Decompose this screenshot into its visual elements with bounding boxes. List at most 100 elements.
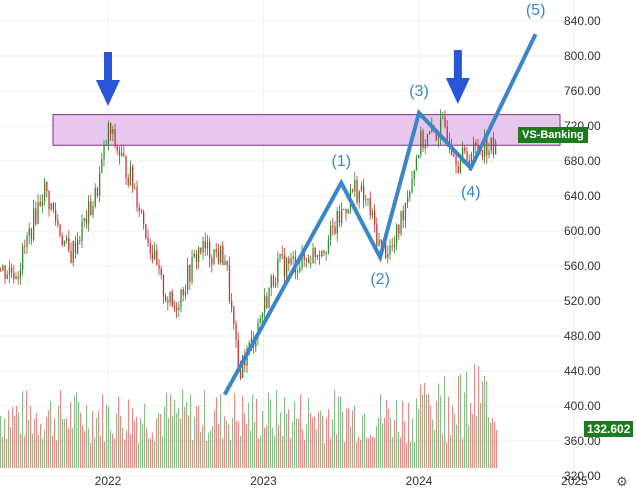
volume-bar [290,438,292,468]
volume-bar [326,417,328,468]
price-candle-body [149,242,151,254]
volume-bar [108,406,110,468]
price-candle-body [420,130,422,156]
price-candle-body [402,211,404,221]
volume-bar [94,438,96,468]
volume-bar [414,442,416,468]
y-tick-label: 400.00 [564,399,601,413]
volume-bar [204,390,206,468]
volume-bar [66,418,68,468]
price-candle-body [138,207,140,211]
volume-bar [366,438,368,468]
volume-bar [352,410,354,468]
volume-bar [424,382,426,468]
price-candle-body [325,252,327,254]
volume-bar [466,371,468,468]
price-candle-body [330,225,332,240]
price-candle-body [28,228,30,236]
volume-bar [16,406,18,468]
price-candle-body [24,246,26,248]
volume-bar [166,393,168,468]
volume-bar [120,415,122,468]
price-candle-body [202,240,204,253]
down-arrow-icon [445,50,470,104]
price-candle-body [376,224,378,246]
price-candle-body [48,191,50,210]
volume-bar [452,405,454,468]
y-tick-label: 760.00 [564,84,601,98]
volume-bar [126,430,128,468]
volume-bar [320,410,322,468]
volume-bar [480,402,482,468]
price-candle-body [286,258,288,277]
volume-bar [314,416,316,468]
x-tick-label: 2025 [561,474,588,488]
price-candle-body [211,258,213,265]
volume-bar [404,421,406,468]
volume-bar [234,393,236,468]
volume-bar [218,424,220,468]
price-candle-body [374,210,376,225]
price-candle-body [283,255,286,277]
price-candle-body [11,267,13,273]
volume-bar [340,396,342,468]
price-candle-body [409,192,411,197]
price-candle-body [17,276,19,279]
price-candle-body [237,339,239,369]
y-tick-label: 640.00 [564,189,601,203]
volume-bar [38,434,40,468]
volume-bar [12,406,14,468]
volume-bar [362,415,364,468]
volume-bar [254,421,256,468]
volume-bar [232,417,234,468]
volume-bar [154,441,156,468]
volume-bars [0,363,498,468]
price-candle-body [321,250,323,257]
volume-bar [316,429,318,468]
price-candle-body [180,289,182,308]
price-candle-body [380,239,382,244]
volume-bar [484,375,486,468]
volume-bar [114,438,116,468]
volume-bar [182,389,184,468]
volume-bar [56,440,58,468]
volume-bar [22,391,24,468]
price-candle-body [235,324,237,340]
volume-bar [418,409,420,468]
price-candle-body [61,236,63,245]
volume-bar [252,394,254,468]
volume-bar [318,411,320,468]
price-candle-body [160,268,162,275]
price-candle-body [169,291,171,303]
price-candle-body [486,136,488,156]
volume-bar [60,390,62,468]
settings-icon[interactable]: ⚙ [616,474,628,489]
volume-bar [338,396,340,468]
price-candle-body [453,154,455,157]
price-candle-body [250,338,253,343]
volume-bar [228,424,230,468]
volume-bar [6,438,8,468]
price-candle-body [484,136,486,157]
price-candle-body [107,123,110,145]
volume-bar [288,409,290,468]
volume-bar [268,392,270,468]
volume-bar [132,408,134,468]
volume-bar [180,418,182,468]
elliott-wave-line [222,33,538,396]
volume-bar [250,430,252,468]
price-candle-body [165,296,167,301]
volume-bar [208,432,210,468]
price-candle-body [136,187,138,208]
volume-bar [430,405,432,468]
price-candle-body [101,159,103,173]
volume-bar [394,419,396,468]
volume-bar [334,390,336,468]
price-candle-body [103,144,105,160]
volume-bar [308,398,310,468]
volume-bar [428,393,430,468]
price-candle-body [297,271,299,273]
price-candle-body [57,220,59,225]
